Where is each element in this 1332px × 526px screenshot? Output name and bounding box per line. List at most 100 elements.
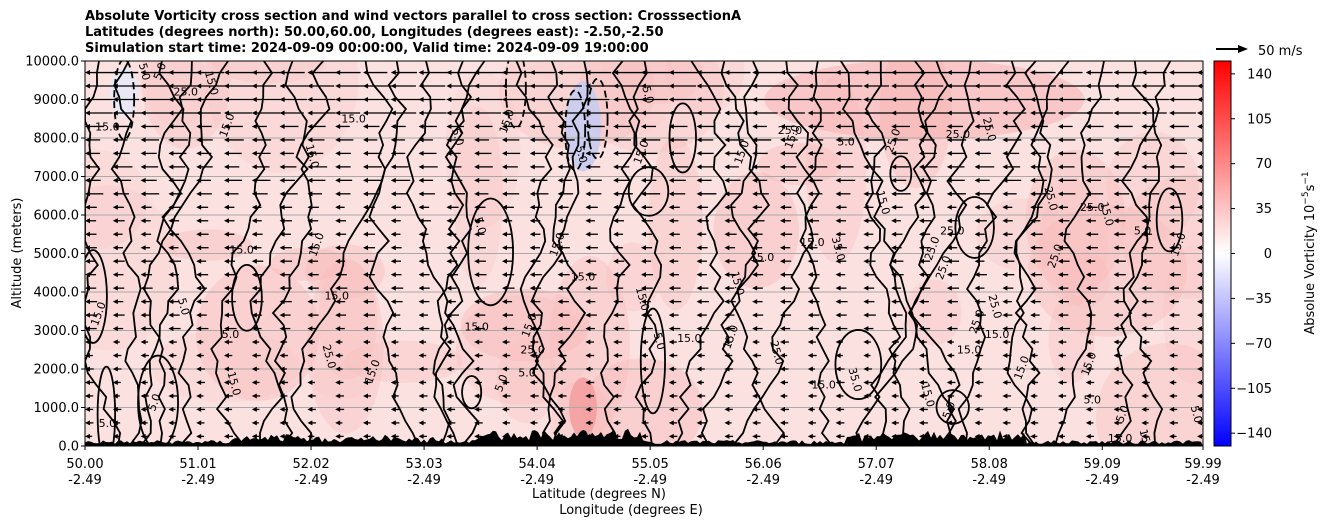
wind-vector: [112, 150, 130, 156]
wind-vector: [418, 272, 430, 278]
wind-vector-head: [279, 123, 285, 129]
wind-vector: [446, 83, 478, 89]
wind-vector: [613, 110, 646, 116]
wind-vector-head: [557, 393, 563, 399]
wind-vector: [1113, 326, 1125, 332]
x-tick-label-lon: -2.49: [68, 473, 102, 488]
wind-vector: [1002, 353, 1012, 359]
wind-vector: [279, 312, 291, 318]
wind-vector: [974, 150, 991, 156]
wind-vector-head: [474, 299, 480, 305]
wind-vector-head: [363, 123, 368, 129]
wind-vector: [224, 379, 232, 385]
wind-vector: [557, 110, 587, 116]
wind-vector-head: [1113, 150, 1119, 156]
wind-vector: [613, 218, 624, 224]
wind-vector-head: [613, 326, 619, 332]
wind-vector: [112, 204, 124, 210]
wind-vector-head: [196, 150, 202, 156]
wind-vector-head: [807, 258, 813, 264]
wind-vector: [418, 164, 438, 170]
wind-vector: [168, 218, 180, 224]
wind-vector: [446, 406, 456, 412]
wind-vector: [502, 326, 515, 332]
x-tick-label-lon: -2.49: [294, 473, 328, 488]
vorticity-patch: [665, 61, 745, 114]
wind-vector-head: [112, 366, 118, 372]
wind-vector: [641, 299, 651, 305]
wind-vector-head: [641, 164, 646, 170]
wind-vector: [279, 177, 295, 183]
wind-vector-head: [502, 420, 507, 426]
wind-vector-head: [502, 177, 507, 183]
wind-vector: [641, 366, 649, 372]
wind-vector-head: [85, 272, 90, 278]
wind-vector: [780, 420, 789, 426]
wind-vector: [1002, 258, 1015, 264]
wind-vector-head: [835, 83, 841, 89]
wind-vector-head: [85, 150, 90, 156]
wind-vector-head: [307, 177, 313, 183]
wind-vector: [696, 110, 721, 116]
wind-vector-head: [1030, 150, 1036, 156]
wind-vector-head: [641, 433, 646, 439]
wind-vector: [724, 245, 736, 251]
wind-vector-head: [974, 285, 980, 291]
wind-vector-head: [335, 420, 341, 426]
wind-vector: [668, 285, 681, 291]
wind-vector: [363, 231, 375, 237]
wind-vector: [251, 420, 259, 426]
wind-vector: [168, 258, 181, 264]
wind-vector: [224, 420, 232, 426]
wind-vector-head: [1197, 83, 1202, 89]
wind-vector: [363, 285, 375, 291]
wind-vector-head: [279, 393, 285, 399]
wind-vector-head: [224, 326, 229, 332]
wind-vector-head: [1085, 164, 1091, 170]
wind-vector: [696, 123, 715, 129]
wind-vector-head: [529, 379, 535, 385]
wind-vector: [140, 137, 160, 143]
wind-vector-head: [696, 406, 702, 412]
wind-vector-head: [529, 353, 535, 359]
wind-vector: [724, 177, 741, 183]
wind-vector-head: [974, 420, 980, 426]
wind-vector-head: [474, 420, 480, 426]
wind-vector-head: [529, 110, 535, 116]
wind-vector-head: [196, 433, 202, 439]
wind-vector-head: [1141, 110, 1147, 116]
wind-vector-head: [418, 70, 424, 76]
wind-vector-head: [140, 312, 146, 318]
wind-vector-head: [279, 110, 285, 116]
wind-vector: [502, 177, 517, 183]
wind-vector-head: [85, 312, 90, 318]
wind-vector-head: [85, 285, 90, 291]
wind-vector: [85, 218, 97, 224]
wind-vector: [168, 406, 176, 412]
wind-vector: [557, 258, 569, 264]
wind-vector: [502, 366, 510, 372]
wind-vector-head: [807, 420, 813, 426]
wind-vector: [1113, 272, 1126, 278]
wind-vector: [363, 245, 376, 251]
wind-vector: [251, 339, 260, 345]
wind-vector-head: [251, 191, 257, 197]
contour-label: 15.0: [957, 344, 982, 357]
vorticity-patch: [549, 256, 630, 435]
wind-vector: [613, 379, 621, 385]
wind-vector: [307, 258, 319, 264]
wind-vector-head: [224, 366, 229, 372]
wind-vector-head: [1058, 110, 1063, 116]
contour-loop: [889, 155, 913, 192]
wind-vector: [613, 191, 633, 197]
wind-vector: [474, 164, 493, 170]
wind-vector: [891, 231, 903, 237]
wind-vector-head: [85, 137, 90, 143]
wind-vector-head: [363, 420, 368, 426]
wind-vector: [307, 70, 340, 76]
wind-vector-head: [919, 379, 924, 385]
wind-vector-head: [363, 191, 368, 197]
wind-vector: [1002, 164, 1021, 170]
wind-vector: [196, 245, 209, 251]
